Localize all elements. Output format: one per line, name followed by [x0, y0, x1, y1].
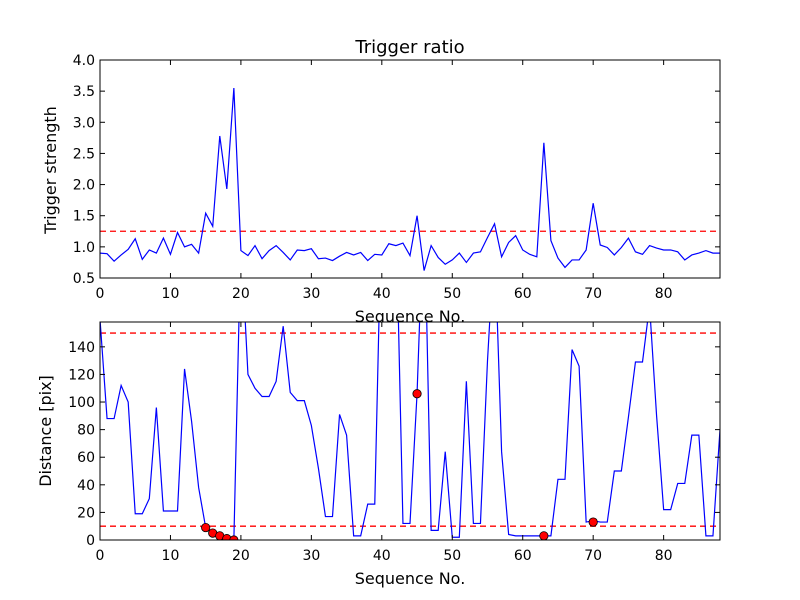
series-line [100, 87, 720, 271]
plot-marks [100, 87, 720, 271]
data-point-marker [588, 517, 598, 527]
x-tick-label: 60 [514, 286, 532, 302]
plot-area [100, 322, 720, 540]
y-tick-label: 60 [77, 450, 95, 466]
y-tick-label: 100 [68, 395, 95, 411]
y-tick-label: 0 [86, 533, 95, 549]
x-tick-label: 30 [302, 286, 320, 302]
x-tick-label: 60 [514, 548, 532, 564]
y-tick-label: 140 [68, 340, 95, 356]
x-tick-label: 40 [373, 286, 391, 302]
y-tick-label: 1.5 [73, 209, 95, 225]
data-point-marker [412, 389, 422, 399]
y-tick-label: 120 [68, 367, 95, 383]
x-axis-label: Sequence No. [355, 569, 466, 588]
y-tick-label: 3.5 [73, 84, 95, 100]
x-tick-label: 20 [232, 548, 250, 564]
x-tick-label: 50 [443, 548, 461, 564]
x-tick-label: 80 [655, 286, 673, 302]
y-axis-label: Distance [pix] [36, 375, 55, 487]
x-tick-label: 70 [584, 548, 602, 564]
x-tick-label: 0 [96, 286, 105, 302]
x-tick-label: 70 [584, 286, 602, 302]
x-tick-label: 30 [302, 548, 320, 564]
y-tick-label: 20 [77, 505, 95, 521]
x-tick-label: 50 [443, 286, 461, 302]
y-tick-label: 1.0 [73, 240, 95, 256]
x-axis-label: Sequence No. [355, 307, 466, 326]
x-tick-label: 10 [162, 548, 180, 564]
chart-title: Trigger ratio [354, 37, 464, 58]
y-tick-label: 2.5 [73, 146, 95, 162]
x-tick-label: 20 [232, 286, 250, 302]
distance-chart: 0 10 20 30 40 50 60 70 80 0 20 40 60 80 100 120 140 Seque… [36, 321, 721, 588]
x-tick-label: 10 [162, 286, 180, 302]
y-axis-label: Trigger strength [41, 106, 60, 235]
y-tick-label: 2.0 [73, 178, 95, 194]
x-tick-label: 0 [96, 548, 105, 564]
data-point-marker [201, 522, 211, 533]
trigger-strength-chart: 0 10 20 30 40 50 60 70 80 0.5 1.0 1.5 2.0 2.5 3.0 3.5 4.… [41, 37, 721, 326]
series-line [100, 322, 720, 540]
axes-frame [99, 59, 721, 279]
y-tick-label: 40 [77, 478, 95, 494]
data-point-marker [539, 531, 549, 540]
x-tick-label: 80 [655, 548, 673, 564]
plot-area [100, 60, 720, 278]
y-tick-label: 4.0 [73, 53, 95, 69]
axes-frame [99, 321, 721, 541]
y-tick-label: 3.0 [73, 115, 95, 131]
y-tick-label: 80 [77, 423, 95, 439]
y-tick-label: 0.5 [73, 271, 95, 287]
x-tick-label: 40 [373, 548, 391, 564]
